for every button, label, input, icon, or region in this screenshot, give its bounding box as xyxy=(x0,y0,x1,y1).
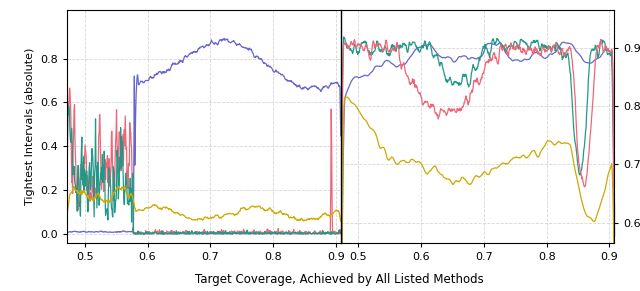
Legend: Caus-Modens, Ens-CSA-DCP, Ens-CSA-CQR, CSA-DCP: Caus-Modens, Ens-CSA-DCP, Ens-CSA-CQR, C… xyxy=(385,201,614,237)
Text: Target Coverage, Achieved by All Listed Methods: Target Coverage, Achieved by All Listed … xyxy=(195,273,484,286)
Y-axis label: Tightest Intervals (absolute): Tightest Intervals (absolute) xyxy=(25,48,35,205)
